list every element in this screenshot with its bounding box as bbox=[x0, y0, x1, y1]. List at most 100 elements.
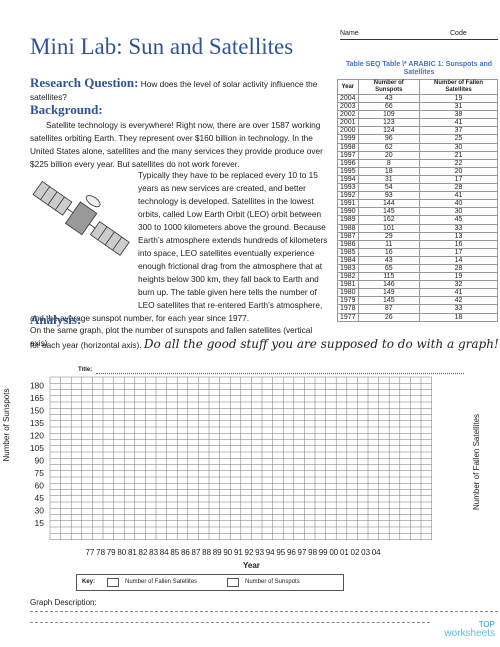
table-cell: 1985 bbox=[337, 247, 359, 257]
y-label: 105 bbox=[30, 443, 44, 453]
table-row: 1996 8 22 bbox=[337, 158, 498, 168]
x-label: 97 bbox=[298, 548, 307, 557]
table-row: 2000 124 37 bbox=[337, 126, 498, 136]
table-row: 1977 26 18 bbox=[337, 312, 498, 322]
table-cell: 14 bbox=[419, 255, 498, 265]
brand-bottom: worksheets bbox=[444, 628, 495, 639]
table-cell: 1988 bbox=[337, 223, 359, 233]
table-cell: 43 bbox=[357, 255, 421, 265]
x-label: 02 bbox=[351, 548, 360, 557]
table-cell: 38 bbox=[419, 110, 498, 120]
table-cell: 28 bbox=[419, 183, 498, 193]
table-cell: 1991 bbox=[337, 199, 359, 209]
x-label: 85 bbox=[170, 548, 179, 557]
table-cell: 1989 bbox=[337, 215, 359, 225]
table-cell: 31 bbox=[357, 174, 421, 185]
research-question: How does the level of solar activity inf… bbox=[30, 79, 318, 102]
x-label: 88 bbox=[202, 548, 211, 557]
table-cell: 54 bbox=[357, 183, 421, 193]
table-row: 1982 115 19 bbox=[337, 272, 498, 282]
name-label: Name bbox=[340, 30, 359, 37]
table-cell: 1997 bbox=[337, 150, 359, 160]
table-row: 2001 123 41 bbox=[337, 118, 498, 128]
table-row: 2004 43 19 bbox=[337, 93, 498, 104]
table-row: 1985 16 17 bbox=[337, 247, 498, 257]
table-row: 1994 31 17 bbox=[337, 174, 498, 185]
table-cell: 2001 bbox=[337, 118, 359, 128]
table-cell: 62 bbox=[357, 142, 421, 152]
table-cell: 1995 bbox=[337, 166, 359, 176]
x-label: 86 bbox=[181, 548, 190, 557]
table-cell: 1996 bbox=[337, 158, 359, 168]
x-label: 79 bbox=[107, 548, 116, 557]
y-label: 30 bbox=[35, 505, 45, 515]
y-label: 135 bbox=[30, 418, 44, 428]
background-p2-box: Typically they have to be replaced every… bbox=[30, 169, 332, 325]
analysis-text: On the same graph, plot the number of su… bbox=[30, 325, 313, 348]
brand-top: TOP bbox=[478, 620, 495, 629]
table-cell: 18 bbox=[419, 312, 498, 322]
table-cell: 145 bbox=[357, 207, 421, 217]
table-cell: 1977 bbox=[337, 312, 359, 322]
brand: TOP worksheets bbox=[440, 620, 495, 639]
table-row: 1989 162 45 bbox=[337, 215, 498, 225]
x-label: 03 bbox=[361, 548, 370, 557]
x-label: 99 bbox=[319, 548, 328, 557]
table-cell: 26 bbox=[357, 312, 421, 322]
table-cell: 16 bbox=[419, 239, 498, 249]
table-row: 1988 101 33 bbox=[337, 223, 498, 233]
table-header: Year bbox=[337, 79, 359, 95]
x-label: 94 bbox=[266, 548, 275, 557]
table-cell: 2003 bbox=[337, 102, 359, 112]
table-cell: 32 bbox=[419, 280, 498, 290]
table-cell: 1979 bbox=[337, 296, 359, 306]
x-label: 77 bbox=[86, 548, 95, 557]
table-cell: 8 bbox=[357, 158, 421, 168]
y-label: 60 bbox=[35, 480, 45, 490]
table-cell: 19 bbox=[419, 272, 498, 282]
x-label: 82 bbox=[139, 548, 148, 557]
table-cell: 1981 bbox=[337, 280, 359, 290]
table-cell: 96 bbox=[357, 134, 421, 144]
table-row: 1983 65 28 bbox=[337, 263, 498, 274]
key-item: Number of Sunspots bbox=[245, 579, 300, 585]
answer-line bbox=[30, 611, 498, 612]
data-table: Year Number of Sunspots Number of Fallen S… bbox=[337, 79, 498, 322]
satellite-icon bbox=[32, 180, 130, 256]
table-cell: 43 bbox=[357, 93, 421, 104]
table-cell: 146 bbox=[357, 280, 421, 290]
table-cell: 40 bbox=[419, 199, 498, 209]
table-row: 1999 96 25 bbox=[337, 134, 498, 144]
x-label: 90 bbox=[223, 548, 232, 557]
y-label: 90 bbox=[35, 455, 45, 465]
x-label: 98 bbox=[308, 548, 317, 557]
table-row: 1992 93 41 bbox=[337, 191, 498, 201]
table-cell: 17 bbox=[419, 174, 498, 185]
table-cell: 1984 bbox=[337, 255, 359, 265]
table-row: 1979 145 42 bbox=[337, 296, 498, 306]
table-row: 1995 18 20 bbox=[337, 166, 498, 176]
table-cell: 41 bbox=[419, 288, 498, 298]
table-row: 1984 43 14 bbox=[337, 255, 498, 265]
table-cell: 65 bbox=[357, 263, 421, 274]
table-cell: 29 bbox=[357, 231, 421, 241]
key-swatch bbox=[227, 578, 239, 587]
table-cell: 2004 bbox=[337, 93, 359, 104]
table-cell: 20 bbox=[419, 166, 498, 176]
x-label: 96 bbox=[287, 548, 296, 557]
table-cell: 124 bbox=[357, 126, 421, 136]
table-cell: 144 bbox=[357, 199, 421, 209]
x-label: 89 bbox=[213, 548, 222, 557]
table-cell: 18 bbox=[357, 166, 421, 176]
x-label: 78 bbox=[96, 548, 105, 557]
y2-axis-label-text: Number of Fallen Satellites bbox=[472, 413, 481, 510]
table-cell: 21 bbox=[419, 150, 498, 160]
table-cell: 1983 bbox=[337, 263, 359, 274]
x-label: 84 bbox=[160, 548, 169, 557]
table-cell: 17 bbox=[419, 247, 498, 257]
table-cell: 30 bbox=[419, 207, 498, 217]
background-heading: Background: bbox=[30, 102, 103, 117]
code-label: Code bbox=[450, 30, 467, 37]
research-heading: Research Question: bbox=[30, 75, 139, 90]
y-label: 120 bbox=[30, 430, 44, 440]
